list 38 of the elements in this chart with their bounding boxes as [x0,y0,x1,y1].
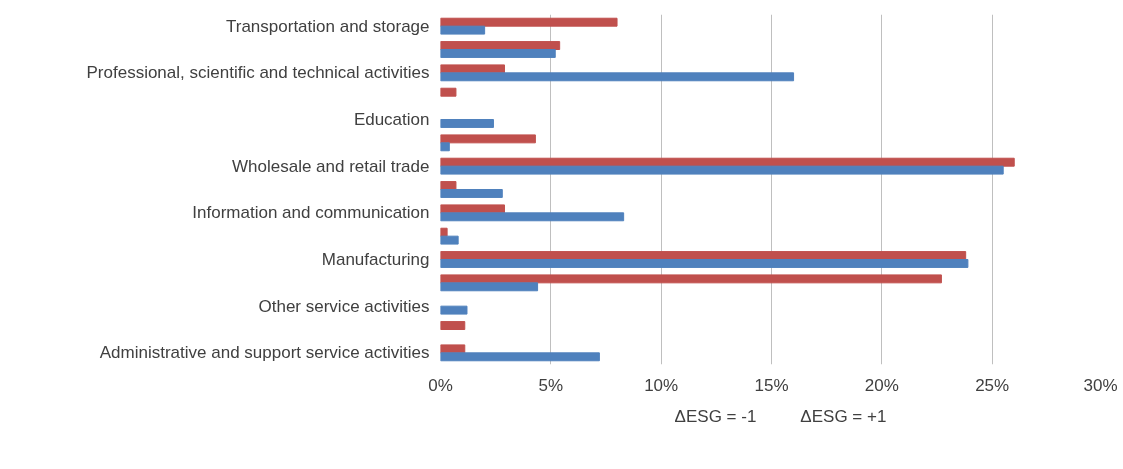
y-tick-label: Education [353,110,430,129]
x-tick-label: 10% [644,375,679,395]
bar [440,87,457,97]
bar [440,142,450,152]
bar [440,119,494,128]
bar [440,17,618,27]
y-tick-label: Wholesale and retail trade [232,156,430,176]
bar [440,72,795,82]
y-tick-label: Other service activities [258,296,430,316]
x-tick-label: 25% [975,375,1010,395]
x-tick-label: 20% [864,375,899,395]
x-tick-label: 0% [428,375,453,395]
bar [440,259,969,268]
y-tick-label: Information and communication [192,203,430,223]
bar [440,189,503,198]
bar [440,134,536,144]
bar [440,282,539,292]
x-tick-label: 5% [538,375,564,395]
x-tick-label: 15% [754,375,789,395]
bar [440,49,556,58]
bar [440,25,486,35]
y-tick-label: Manufacturing [321,250,430,269]
text: ΔESG = +1 [800,407,887,427]
y-tick-label: Professional, scientific and technical activities [86,63,430,83]
bar [440,165,1004,175]
bar [440,321,466,330]
y-tick-label: Administrative and support service activities [99,343,430,363]
bar [440,352,600,362]
bar [440,157,1015,167]
text: ΔESG = -1 [674,407,757,427]
x-tick-label: 30% [1083,375,1118,395]
bar [440,41,561,50]
bar [440,274,942,284]
bar [440,181,457,190]
bar [440,235,459,245]
bar [440,305,468,315]
bar [440,212,625,222]
y-tick-label: Transportation and storage [226,16,430,36]
